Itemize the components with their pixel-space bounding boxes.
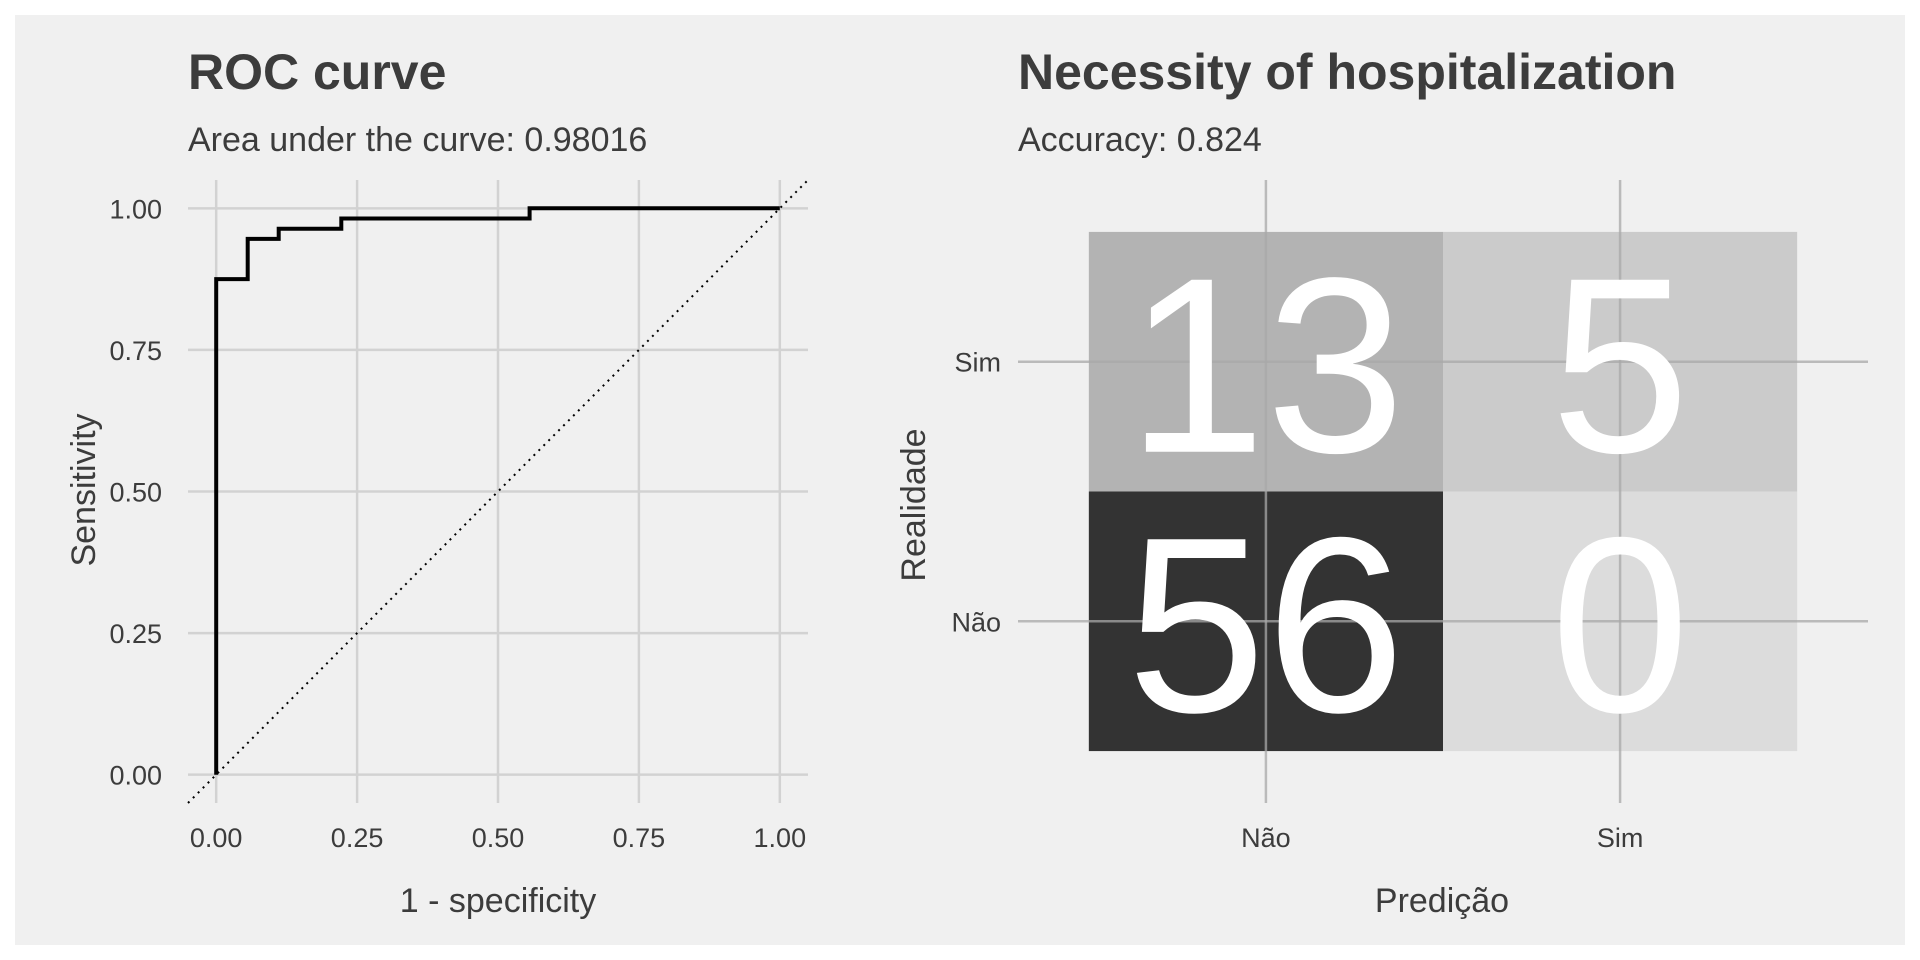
roc-x-tick-label: 0.00 xyxy=(190,823,243,853)
roc-y-tick-labels: 0.00 0.25 0.50 0.75 1.00 xyxy=(109,194,162,790)
roc-x-tick-label: 1.00 xyxy=(754,823,807,853)
roc-x-tick-label: 0.25 xyxy=(331,823,384,853)
cm-gridlines xyxy=(1018,180,1868,803)
roc-y-tick-label: 1.00 xyxy=(109,194,162,224)
roc-y-tick-label: 0.00 xyxy=(109,761,162,791)
roc-y-tick-label: 0.50 xyxy=(109,478,162,508)
roc-subtitle: Area under the curve: 0.98016 xyxy=(188,121,647,159)
cm-title: Necessity of hospitalization xyxy=(1018,44,1676,100)
cm-y-tick-labels: Não Sim xyxy=(951,348,1001,638)
roc-x-tick-label: 0.75 xyxy=(613,823,666,853)
cm-x-axis-label: Predição xyxy=(1375,882,1509,920)
cm-y-tick-label: Não xyxy=(951,607,1001,637)
cell-value-label: 0 xyxy=(1551,485,1690,764)
cm-x-tick-label: Sim xyxy=(1597,823,1644,853)
confusion-panel: Necessity of hospitalization Accuracy: 0… xyxy=(895,44,1868,920)
cm-y-axis-label: Realidade xyxy=(895,428,933,581)
cm-x-tick-label: Não xyxy=(1241,823,1291,853)
roc-x-tick-label: 0.50 xyxy=(472,823,525,853)
cell-value-label: 5 xyxy=(1551,226,1690,505)
figure-background: ROC curve Area under the curve: 0.98016 … xyxy=(15,15,1905,945)
cm-cell-labels: 13 5 56 0 xyxy=(1127,226,1690,765)
roc-y-tick-label: 0.25 xyxy=(109,619,162,649)
charts-canvas: ROC curve Area under the curve: 0.98016 … xyxy=(65,44,1868,920)
roc-y-tick-label: 0.75 xyxy=(109,336,162,366)
cm-y-tick-label: Sim xyxy=(955,348,1002,378)
roc-panel: ROC curve Area under the curve: 0.98016 … xyxy=(65,44,809,920)
roc-x-axis-label: 1 - specificity xyxy=(400,882,597,920)
roc-curve-group xyxy=(214,206,780,775)
cm-subtitle: Accuracy: 0.824 xyxy=(1018,121,1262,159)
cell-value-label: 56 xyxy=(1127,485,1405,764)
roc-title: ROC curve xyxy=(188,44,446,100)
cell-value-label: 13 xyxy=(1127,226,1405,505)
roc-x-tick-labels: 0.00 0.25 0.50 0.75 1.00 xyxy=(190,823,806,853)
cm-x-tick-labels: Não Sim xyxy=(1241,823,1643,853)
roc-y-axis-label: Sensitivity xyxy=(65,413,103,566)
roc-curve-line xyxy=(214,206,780,775)
